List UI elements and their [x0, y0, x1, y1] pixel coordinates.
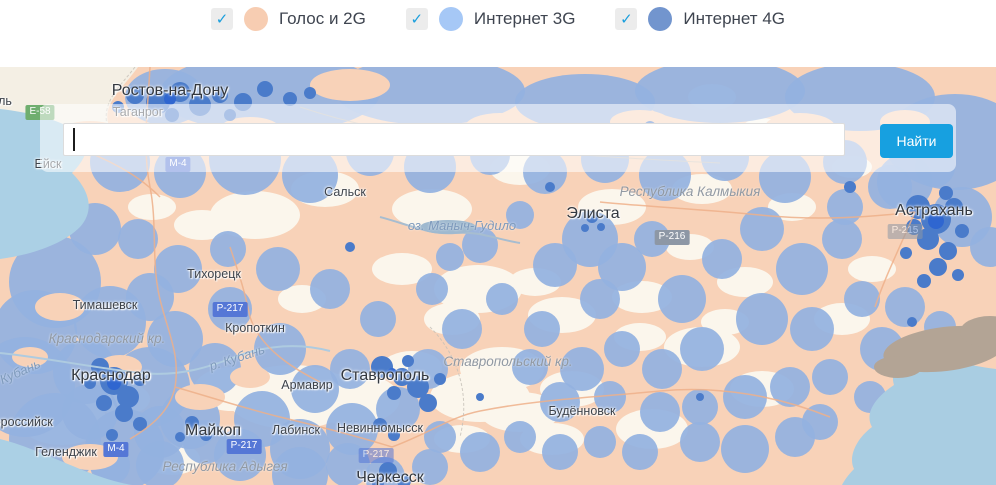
legend-bar: ✓ Голос и 2G ✓ Интернет 3G ✓ Интернет 4G [0, 0, 996, 67]
text-caret [73, 128, 75, 151]
check-icon: ✓ [620, 10, 633, 28]
coverage-color-dot [244, 7, 268, 31]
checkbox-checked[interactable]: ✓ [405, 8, 428, 30]
legend-item: ✓ Интернет 4G [615, 7, 785, 31]
legend-label: Интернет 4G [683, 9, 785, 28]
legend-label: Интернет 3G [473, 9, 576, 28]
find-button[interactable]: Найти [880, 124, 953, 158]
legend-item: ✓ Голос и 2G [211, 7, 366, 31]
legend-item: ✓ Интернет 3G [405, 7, 576, 31]
checkbox-checked[interactable]: ✓ [211, 8, 233, 30]
check-icon: ✓ [215, 10, 229, 28]
checkbox-checked[interactable]: ✓ [615, 8, 638, 30]
search-input[interactable] [63, 123, 845, 156]
legend-label: Голос и 2G [279, 9, 366, 28]
coverage-color-dot [438, 7, 463, 31]
coverage-color-dot [648, 7, 673, 31]
coverage-map[interactable]: Ростов-на-ДонуТаганрогльЕйскСальскЭлиста… [0, 67, 996, 485]
check-icon: ✓ [410, 10, 424, 28]
